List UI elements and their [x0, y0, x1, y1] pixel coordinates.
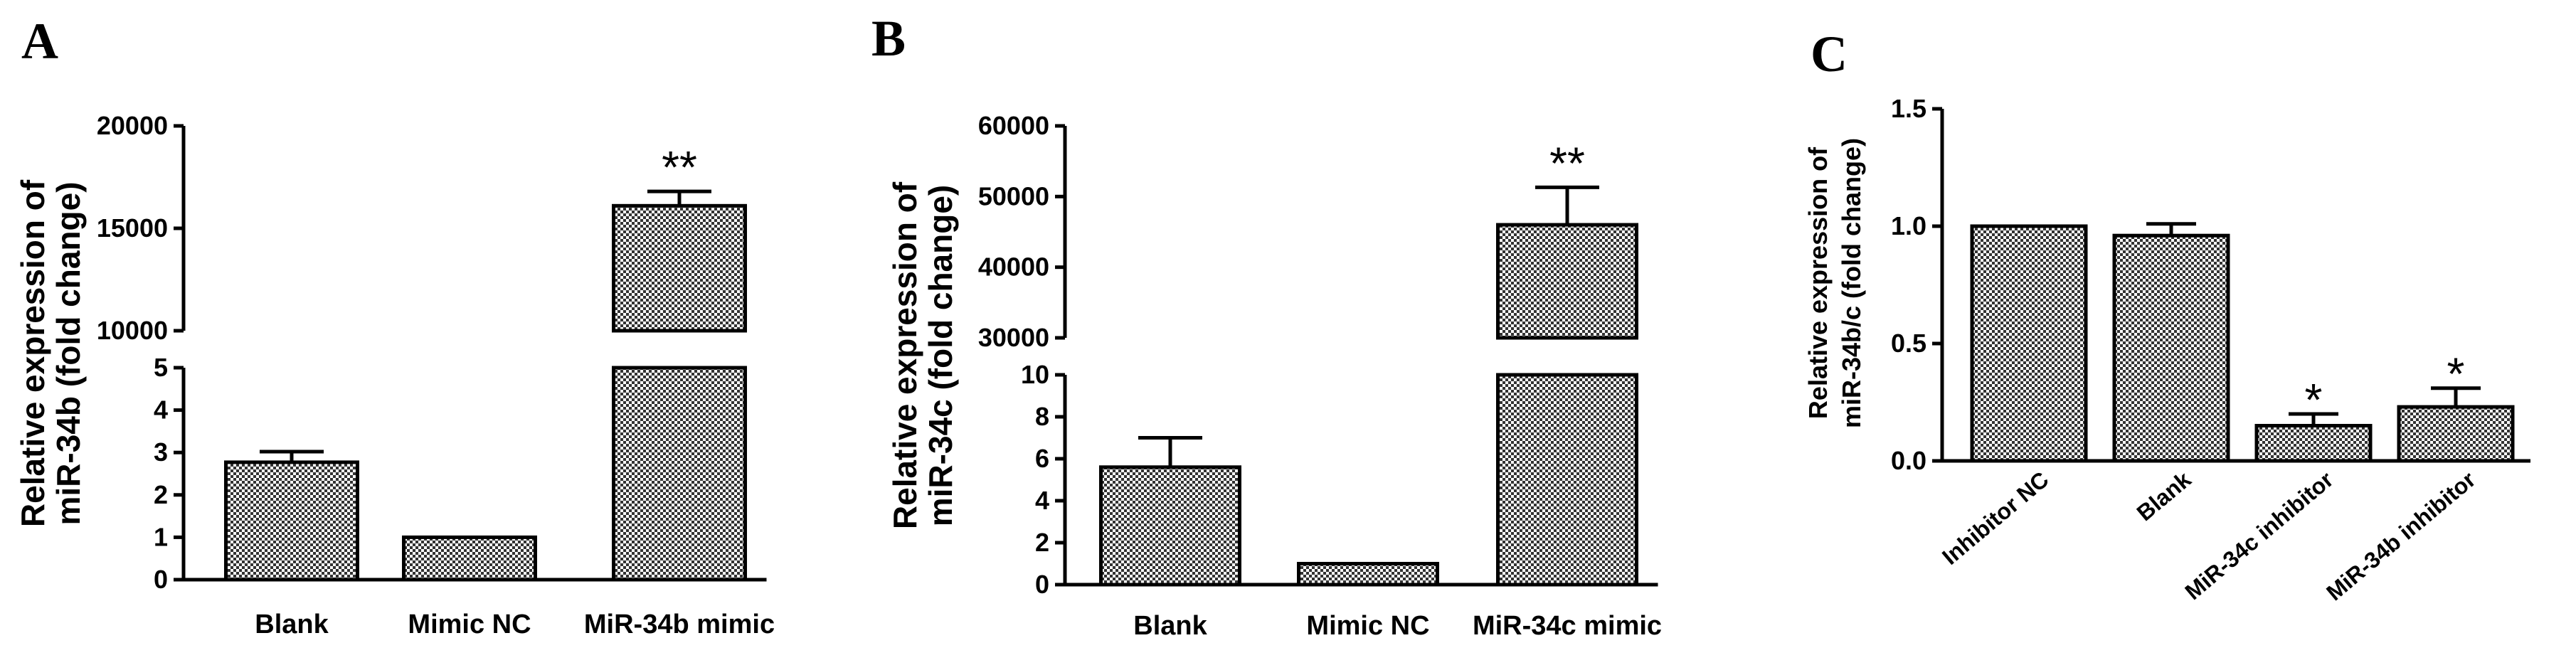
y-axis-title: miR-34c (fold change): [922, 185, 959, 527]
y-tick-label: 30000: [978, 323, 1049, 352]
y-tick-label: 5: [154, 353, 168, 382]
y-tick-label: 6: [1035, 444, 1049, 473]
x-category-label: MiR-34b mimic: [584, 610, 775, 639]
y-tick-label: 2: [1035, 528, 1049, 557]
x-category-label: Blank: [2132, 467, 2196, 526]
y-tick-label: 0: [1035, 570, 1049, 599]
significance-marker: **: [662, 142, 697, 193]
bar: [2397, 405, 2515, 463]
y-tick-label: 0.5: [1891, 329, 1926, 358]
bar: [2112, 233, 2230, 463]
bar: [402, 535, 537, 582]
y-axis-title: Relative expression of: [1803, 147, 1833, 419]
x-category-label: Inhibitor NC: [1937, 467, 2053, 570]
y-tick-label: 4: [154, 395, 168, 425]
panel-letter: C: [1811, 26, 1848, 83]
bar-lower-segment: [612, 366, 747, 582]
x-category-label: Mimic NC: [1306, 611, 1429, 641]
bar-upper-segment: [612, 203, 747, 333]
y-tick-label: 20000: [97, 111, 168, 140]
y-tick-label: 10000: [97, 316, 168, 345]
panel-letter: A: [21, 13, 58, 70]
panel-letter: B: [871, 10, 906, 67]
bar: [1970, 224, 2088, 463]
y-tick-label: 10: [1021, 360, 1049, 389]
y-tick-label: 50000: [978, 181, 1049, 211]
y-tick-label: 0.0: [1891, 446, 1926, 475]
bar: [1099, 465, 1241, 587]
x-category-label: Blank: [1133, 611, 1207, 641]
significance-marker: *: [2447, 349, 2465, 400]
y-tick-label: 2: [154, 480, 168, 509]
x-category-label: Mimic NC: [408, 610, 531, 639]
y-axis-title: Relative expression of: [886, 181, 923, 529]
y-tick-label: 4: [1035, 486, 1049, 515]
y-tick-label: 15000: [97, 213, 168, 243]
significance-marker: *: [2305, 374, 2323, 425]
y-tick-label: 1: [154, 522, 168, 551]
y-axis-title: miR-34b (fold change): [50, 181, 87, 525]
panel-c-chart: C Relative expression of miR-34b/c (fold c…: [1803, 26, 2530, 605]
bar: [224, 460, 359, 582]
significance-marker: **: [1549, 137, 1585, 188]
y-tick-label: 8: [1035, 402, 1049, 431]
y-tick-label: 0: [154, 565, 168, 594]
y-tick-label: 1.5: [1891, 94, 1926, 123]
y-tick-label: 3: [154, 437, 168, 467]
bar-lower-segment: [1496, 373, 1638, 587]
x-category-label: MiR-34c inhibitor: [2180, 467, 2338, 605]
bar: [1297, 562, 1439, 587]
y-axis-title: Relative expression of: [14, 179, 51, 527]
x-category-label: MiR-34c mimic: [1473, 611, 1662, 641]
y-tick-label: 40000: [978, 252, 1049, 282]
bar-upper-segment: [1496, 223, 1638, 340]
y-tick-label: 60000: [978, 111, 1049, 140]
x-category-label: MiR-34b inhibitor: [2321, 467, 2480, 606]
y-tick-label: 1.0: [1891, 211, 1926, 240]
y-axis-title: miR-34b/c (fold change): [1837, 138, 1866, 428]
bar: [2254, 424, 2373, 463]
x-category-label: Blank: [255, 610, 329, 639]
